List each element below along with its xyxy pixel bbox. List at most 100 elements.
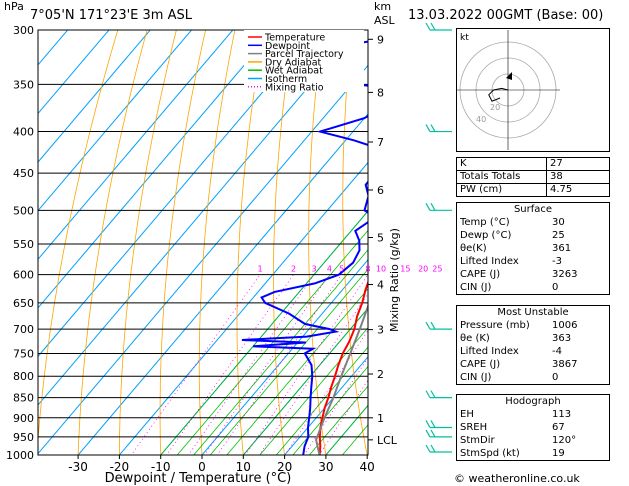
isotherm-line <box>201 258 368 455</box>
mu-row: CIN (J) 0 <box>457 371 609 384</box>
dry-adiabat-line <box>38 30 119 445</box>
wind-barb-flag <box>425 390 431 398</box>
dry-adiabat-line <box>273 30 294 455</box>
hodograph-kt-label: kt <box>460 33 469 43</box>
pressure-tick-label: 300 <box>13 24 34 37</box>
dry-adiabat-line <box>613 6 629 473</box>
temperature-tick-label: -30 <box>68 460 88 474</box>
indices-panel: K 27 Totals Totals 38 PW (cm) 4.75 <box>456 157 610 197</box>
wind-barbs <box>425 22 452 453</box>
row-value: 67 <box>552 422 565 433</box>
isotherm-line <box>38 30 193 212</box>
wet-adiabat-line <box>309 385 368 455</box>
row-value: 0 <box>552 372 559 383</box>
wind-barb-flag <box>430 390 436 398</box>
pressure-tick-label: 350 <box>13 78 34 91</box>
mixing-ratio-label: 8 <box>365 265 370 274</box>
hodograph-ring-label: 20 <box>490 103 500 112</box>
series-line-parcel-trajectory <box>315 303 368 455</box>
hodo-row: EH 113 <box>457 408 609 421</box>
row-label: Pressure (mb) <box>460 320 530 331</box>
wind-barb-flag <box>425 124 431 132</box>
hpa-label: hPa <box>4 0 24 13</box>
mixing-ratio-line <box>166 274 294 455</box>
wet-adiabat-line <box>193 249 368 455</box>
legend-label: Isotherm <box>265 74 307 85</box>
row-value: 19 <box>552 448 565 459</box>
pressure-tick-label: 550 <box>13 238 34 251</box>
index-row: PW (cm) 4.75 <box>456 183 610 197</box>
hodograph-trace <box>488 87 509 102</box>
pressure-tick-label: 600 <box>13 269 34 282</box>
pressure-tick-label: 700 <box>13 323 34 336</box>
mu-row: θe (K) 363 <box>457 332 609 345</box>
row-value: 113 <box>552 409 572 420</box>
wet-adiabat-line <box>176 229 368 455</box>
mixing-ratio-label: 1 <box>258 265 263 274</box>
mu-row: CAPE (J) 3867 <box>457 358 609 371</box>
legend-label: Temperature <box>264 33 325 44</box>
x-axis-label: Dewpoint / Temperature (°C) <box>105 471 292 486</box>
pressure-tick-label: 650 <box>13 297 34 310</box>
row-value: -4 <box>552 346 562 357</box>
temperature-tick-label: 10 <box>236 460 251 474</box>
km-tick-label: 6 <box>377 184 384 197</box>
surface-row: Temp (°C) 30 <box>457 216 609 229</box>
wind-barb-flag <box>430 321 436 330</box>
wind-barb-flag <box>430 22 436 31</box>
wet-adiabat-line <box>209 268 368 455</box>
row-value: -3 <box>552 256 562 267</box>
series-line-dewpoint <box>241 40 368 455</box>
row-label: θe(K) <box>460 243 487 254</box>
legend-label: Dewpoint <box>265 41 310 52</box>
row-value: 25 <box>552 230 565 241</box>
data-series <box>241 40 368 455</box>
mixing-ratio-label: 25 <box>432 265 442 274</box>
isotherm-line <box>77 113 368 455</box>
temperature-axis: -30 -20 -10 0 10 20 30 40 <box>68 455 375 474</box>
isotherm-line <box>283 356 368 455</box>
temperature-tick-label: -20 <box>110 460 130 474</box>
surface-row: CAPE (J) 3263 <box>457 268 609 281</box>
wet-adiabat-line <box>226 288 368 455</box>
surface-row: CIN (J) 0 <box>457 281 609 294</box>
most-unstable-title: Most Unstable <box>497 307 569 318</box>
isotherm-line <box>38 30 151 163</box>
wind-barb-flag <box>425 444 431 453</box>
km-tick-label: 3 <box>377 324 384 337</box>
background-lines <box>38 6 629 473</box>
mixing-ratio-line <box>258 293 368 455</box>
plot-frame <box>37 29 369 456</box>
wind-barb-flag <box>430 444 436 453</box>
isotherm-line <box>38 30 234 261</box>
mixing-ratio-label: 15 <box>400 265 410 274</box>
row-label: EH <box>460 409 474 420</box>
mixing-ratio-line <box>318 379 368 455</box>
hodograph: kt 20 40 <box>456 28 610 152</box>
legend-label: Dry Adiabat <box>265 57 322 68</box>
index-row: Totals Totals 38 <box>456 170 610 184</box>
dry-adiabat-line <box>119 30 177 455</box>
datetime: 13.03.2022 00GMT (Base: 00) <box>408 8 604 23</box>
row-label: θe (K) <box>460 333 490 344</box>
surface-row: Lifted Index -3 <box>457 255 609 268</box>
mixing-ratio-line <box>244 274 368 455</box>
row-value: 361 <box>552 243 572 254</box>
wind-barb-flag <box>430 124 436 132</box>
temperature-tick-label: 20 <box>277 460 292 474</box>
surface-title: Surface <box>513 204 553 215</box>
pressure-tick-label: 400 <box>13 126 34 139</box>
km-tick-label: 5 <box>377 231 384 244</box>
pressure-tick-label: 750 <box>13 347 34 360</box>
mixing-ratio-label: 3 <box>312 265 317 274</box>
pressure-tick-label: 900 <box>13 412 34 425</box>
row-value: 3263 <box>552 269 578 280</box>
km-tick-label: 1 <box>377 412 384 425</box>
dry-adiabat-line <box>236 30 265 455</box>
pressure-tick-label: 500 <box>13 204 34 217</box>
wind-barb-flag <box>430 420 436 428</box>
surface-panel: Surface Temp (°C) 30 Dewp (°C) 25 θe(K) 361… <box>456 202 610 295</box>
dry-adiabat-line <box>159 30 207 455</box>
pressure-axis: 300 350 400 450 500 550 600 650 700 750 800 850 900 9… <box>6 24 34 462</box>
dry-adiabat-line <box>77 30 148 455</box>
